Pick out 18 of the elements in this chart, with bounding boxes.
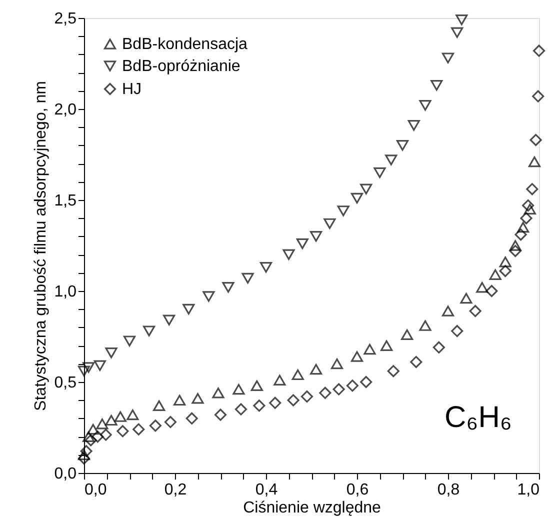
y-tick-label: 1,5 <box>54 192 77 210</box>
legend-label: BdB-opróżnianie <box>122 58 240 75</box>
x-tick-label: 0,2 <box>164 482 187 498</box>
y-tick-label: 2,5 <box>54 10 77 28</box>
x-tick-label: 1,0 <box>517 482 540 498</box>
legend-label: HJ <box>122 81 142 98</box>
y-tick-label: 1,0 <box>54 284 77 300</box>
y-tick-label: 0,5 <box>54 374 77 392</box>
x-axis-title: Ciśnienie względne <box>243 500 382 516</box>
x-tick-label: 0,0 <box>84 482 107 498</box>
x-tick-label: 0,4 <box>255 482 278 498</box>
y-tick-label: 0,0 <box>54 466 77 482</box>
y-axis-title: Statystyczna grubość filmu adsorpcyjnego, nm <box>32 81 50 411</box>
legend-label: BdB-kondensacja <box>122 36 248 53</box>
x-tick-label: 0,6 <box>346 482 369 498</box>
annotation: C₆H₆ <box>444 401 512 434</box>
y-tick-label: 2,0 <box>54 102 77 118</box>
x-tick-label: 0,8 <box>437 482 460 498</box>
